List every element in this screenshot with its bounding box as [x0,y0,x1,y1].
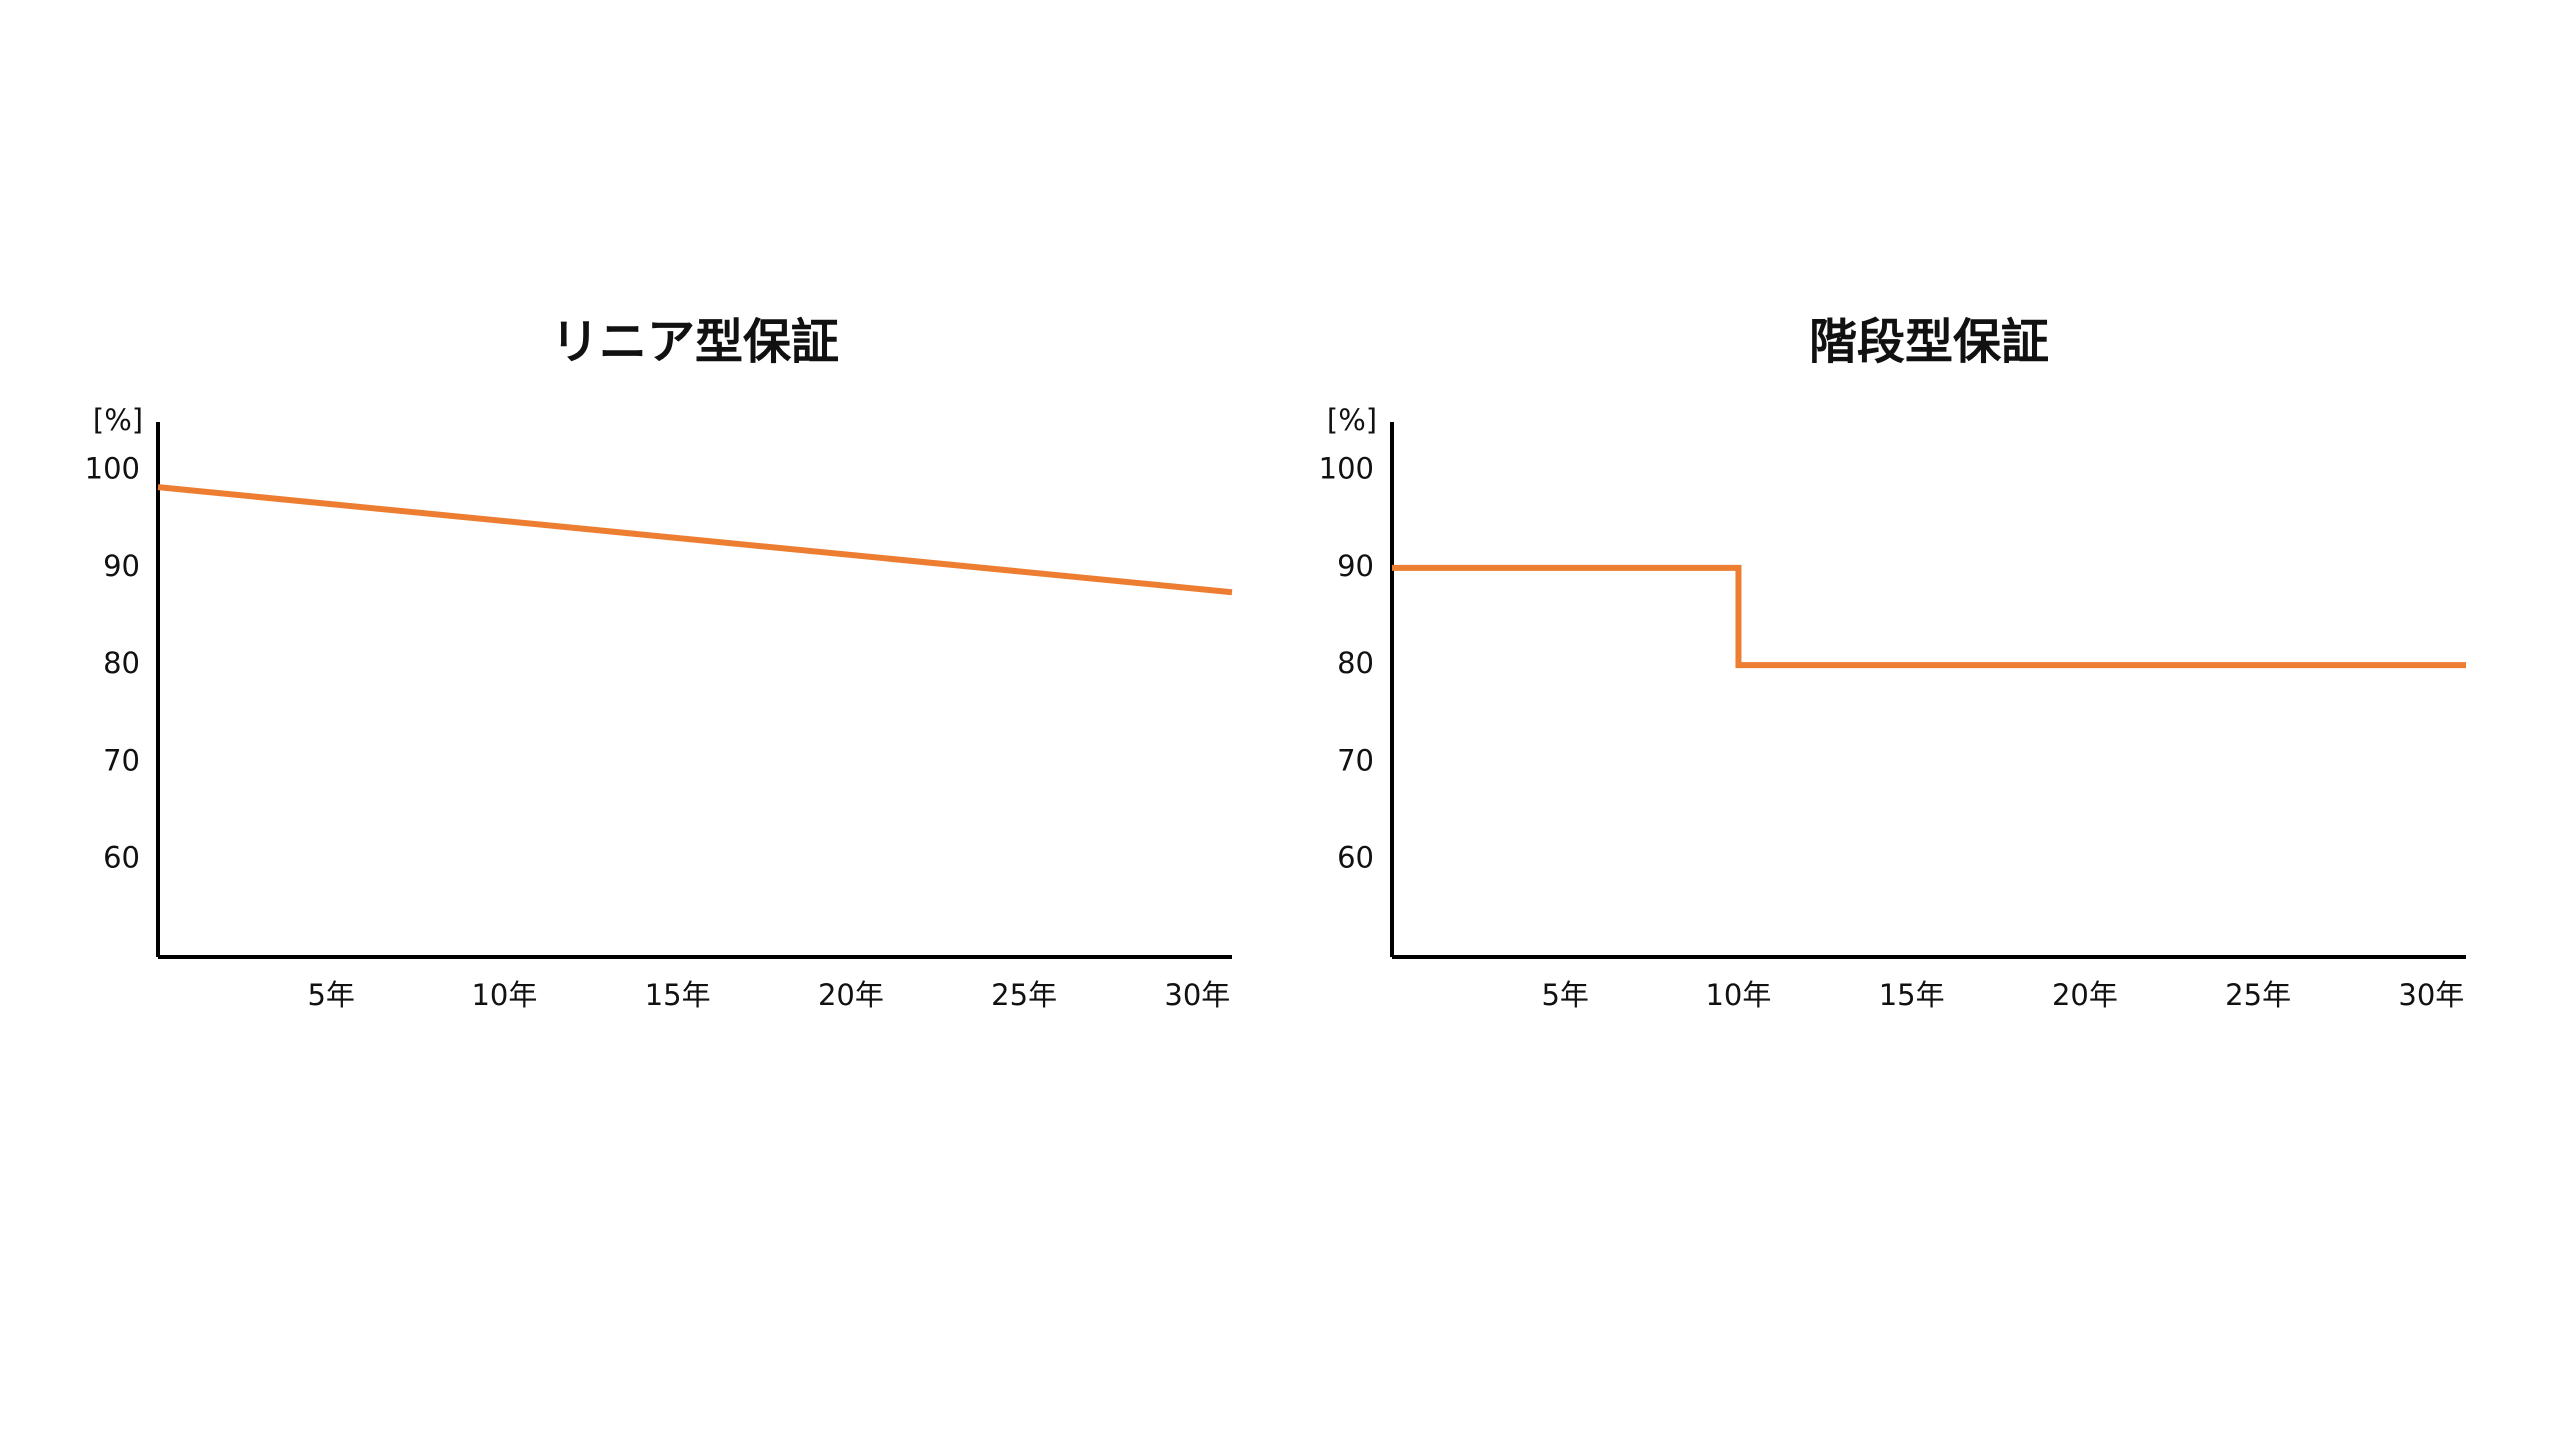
y-tick-label: 80 [103,646,140,680]
y-tick-label: 90 [103,549,140,583]
x-tick-label: 5年 [1541,978,1588,1012]
x-tick-label: 25年 [2225,978,2291,1012]
chart-title: リニア型保証 [551,314,839,370]
y-tick-label: 70 [103,743,140,777]
x-tick-label: 10年 [1705,978,1771,1012]
x-tick-label: 10年 [471,978,537,1012]
x-tick-label: 5年 [307,978,354,1012]
data-line [1392,564,2466,669]
x-tick-label: 25年 [991,978,1057,1012]
y-tick-label: 100 [1319,452,1374,486]
x-tick-label: 30年 [1164,978,1230,1012]
y-tick-label: 70 [1337,743,1374,777]
x-tick-label: 20年 [818,978,884,1012]
x-tick-label: 15年 [1879,978,1945,1012]
y-tick-label: 90 [1337,549,1374,583]
y-tick-label: 60 [103,841,140,875]
x-tick-label: 30年 [2398,978,2464,1012]
data-line [157,484,1233,596]
x-tick-label: 15年 [645,978,711,1012]
chart-title: 階段型保証 [1809,314,2049,370]
y-tick-label: 100 [85,452,140,486]
x-tick-label: 20年 [2052,978,2118,1012]
y-tick-label: 80 [1337,646,1374,680]
y-axis-label: [%] [1327,403,1377,437]
y-axis-label: [%] [93,403,143,437]
y-tick-label: 60 [1337,841,1374,875]
